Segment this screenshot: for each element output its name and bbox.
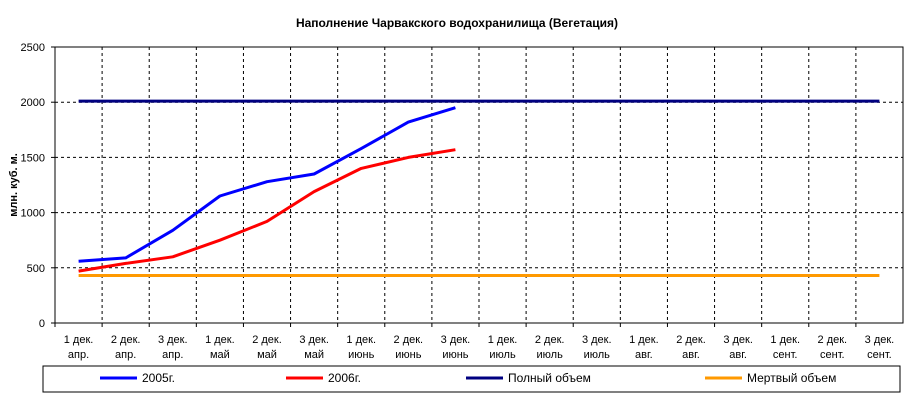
x-tick-label-month: апр. (162, 349, 183, 361)
x-tick-label-decade: 3 дек. (158, 334, 188, 346)
series-line (78, 106, 456, 263)
series-lines (78, 99, 880, 277)
x-tick-label-month: май (257, 349, 277, 361)
x-tick-label-month: июнь (395, 349, 421, 361)
x-tick-label-month: апр. (115, 349, 136, 361)
x-tick-label-decade: 2 дек. (818, 334, 848, 346)
x-tick-label-month: сент. (773, 349, 798, 361)
x-tick-label-decade: 3 дек. (441, 334, 471, 346)
x-tick-label-decade: 2 дек. (394, 334, 424, 346)
x-tick-label-decade: 1 дек. (205, 334, 235, 346)
x-tick-label-month: май (304, 349, 324, 361)
x-tick-label-month: июнь (348, 349, 374, 361)
x-tick-label-decade: 2 дек. (676, 334, 706, 346)
x-tick-label-decade: 1 дек. (346, 334, 376, 346)
x-tick-label-month: июль (537, 349, 564, 361)
y-axis-label: млн. куб. м. (8, 153, 20, 217)
x-tick-label-decade: 2 дек. (111, 334, 141, 346)
legend-label: 2005г. (142, 371, 175, 385)
gridlines (55, 47, 903, 323)
x-tick-label-month: авг. (635, 349, 653, 361)
chart-title: Наполнение Чарвакского водохранилища (Ве… (296, 16, 618, 30)
x-tick-label-month: авг. (729, 349, 747, 361)
x-tick-label-decade: 3 дек. (582, 334, 612, 346)
x-tick-label-month: авг. (682, 349, 700, 361)
y-tick-label: 1500 (21, 152, 45, 164)
x-tick-label-month: май (210, 349, 230, 361)
legend-label: Полный объем (508, 371, 591, 385)
x-tick-label-month: сент. (867, 349, 892, 361)
x-tick-label-month: июль (489, 349, 516, 361)
x-tick-label-decade: 1 дек. (770, 334, 800, 346)
x-tick-label-month: июль (584, 349, 611, 361)
x-tick-label-decade: 2 дек. (252, 334, 282, 346)
y-tick-label: 500 (27, 263, 45, 275)
legend-entries: 2005г. 2006г. Полный объем Мертвый объем (100, 371, 836, 385)
x-tick-label-decade: 1 дек. (64, 334, 94, 346)
x-tick-label-decade: 3 дек. (299, 334, 329, 346)
series-line (78, 148, 456, 273)
legend-label: 2006г. (328, 371, 361, 385)
x-tick-label-decade: 1 дек. (629, 334, 659, 346)
legend-label: Мертвый объем (747, 371, 836, 385)
x-tick-label-month: июнь (442, 349, 468, 361)
y-axis-ticks: 0 500 1000 1500 2000 2500 (21, 42, 55, 330)
x-axis-ticks: 1 дек. апр. 2 дек. апр. 3 дек. апр. 1 дек. май 2… (54, 323, 895, 361)
x-tick-label-month: сент. (820, 349, 845, 361)
y-tick-label: 1000 (21, 208, 45, 220)
y-tick-label: 0 (39, 318, 45, 330)
x-tick-label-decade: 3 дек. (723, 334, 753, 346)
x-tick-label-decade: 3 дек. (865, 334, 895, 346)
x-tick-label-decade: 2 дек. (535, 334, 565, 346)
x-tick-label-decade: 1 дек. (488, 334, 518, 346)
y-tick-label: 2000 (21, 97, 45, 109)
x-tick-label-month: апр. (68, 349, 89, 361)
y-tick-label: 2500 (21, 42, 45, 54)
